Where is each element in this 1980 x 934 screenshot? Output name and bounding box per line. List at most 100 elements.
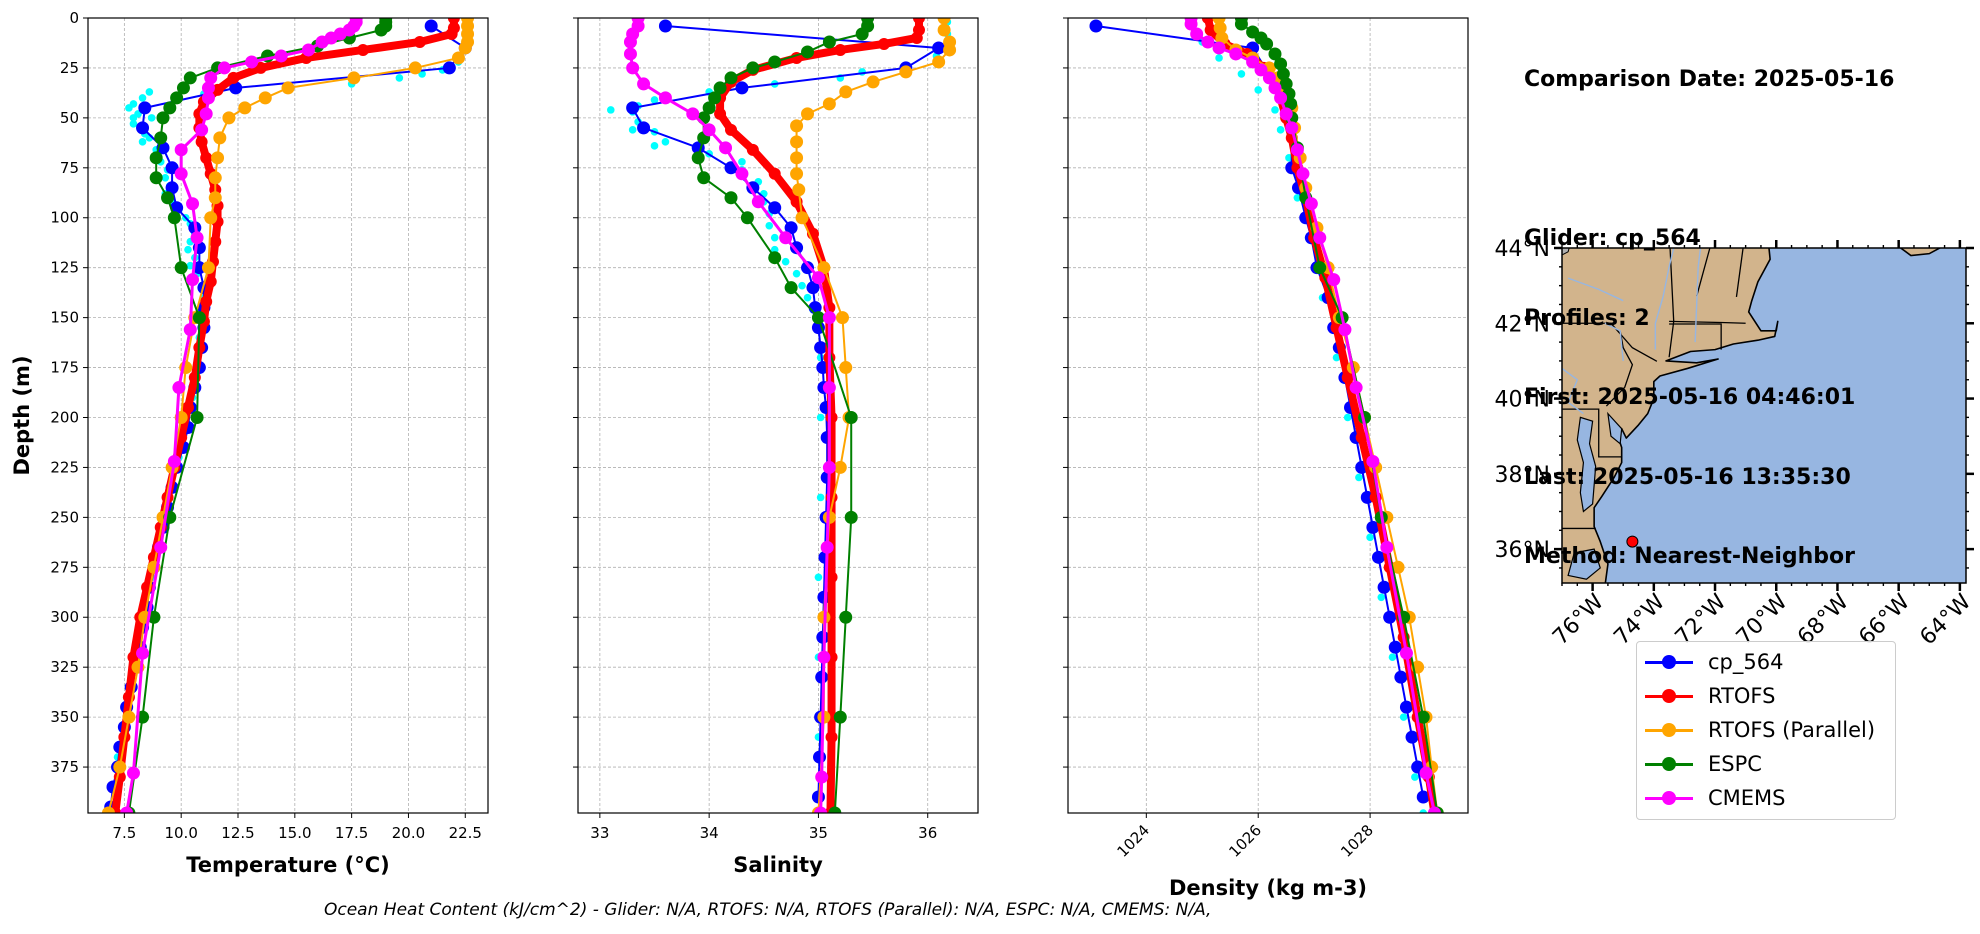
cp-564-marker: [768, 201, 782, 215]
cmems-marker: [1296, 167, 1310, 181]
cmems-marker: [626, 61, 640, 75]
river: [1604, 322, 1624, 361]
espc-marker: [170, 91, 184, 105]
cmems-marker: [702, 123, 716, 137]
glider-raw-point: [765, 221, 774, 230]
espc-marker: [768, 251, 782, 265]
cmems-marker: [1184, 18, 1198, 31]
espc-marker: [1284, 97, 1298, 111]
espc-marker: [844, 510, 858, 524]
espc-marker: [724, 71, 738, 85]
cmems-marker: [822, 311, 836, 325]
rtofs-marker: [204, 275, 217, 288]
cp-564-marker: [138, 101, 152, 115]
espc-marker: [192, 311, 206, 325]
glider-raw-point: [1419, 809, 1428, 813]
x-tick-label: 34: [700, 824, 719, 842]
y-tick-label: 125: [50, 259, 79, 277]
glider-raw-point: [1343, 413, 1352, 422]
cmems-marker: [1268, 81, 1282, 95]
y-tick-label: 300: [50, 608, 79, 626]
rtofs-marker: [182, 401, 194, 414]
cp-564-marker: [637, 121, 651, 135]
pamlico-sound: [1567, 548, 1601, 580]
cp-564-marker: [1394, 670, 1408, 684]
cmems-marker: [820, 540, 834, 554]
cmems-marker: [167, 454, 181, 468]
y-tick-label: 50: [60, 109, 79, 127]
glider-name: Glider: cp_564: [1524, 226, 1701, 251]
cp-564-marker: [1399, 700, 1413, 714]
cmems-marker: [301, 43, 315, 57]
state-border: [1696, 248, 1711, 297]
temperature-x-axis-label: Temperature (°C): [186, 853, 389, 877]
y-tick-label: 275: [50, 558, 79, 576]
last-time: Last: 2025-05-16 13:35:30: [1524, 464, 1851, 490]
state-border: [1669, 323, 1722, 350]
glider-raw-point: [792, 269, 801, 278]
rtofs-marker: [1201, 18, 1214, 24]
comparison-date: Comparison Date: 2025-05-16: [1524, 67, 1895, 92]
cp-564-marker: [1388, 640, 1402, 654]
glider-raw-point: [125, 104, 133, 112]
legend-label: ESPC: [1708, 752, 1762, 776]
cmems-marker: [686, 107, 700, 121]
y-axis-label: Depth (m): [10, 355, 34, 475]
rtofs-parallel-marker: [208, 171, 222, 185]
espc-marker: [697, 171, 711, 185]
cmems-marker: [719, 141, 733, 155]
rtofs-marker: [912, 18, 925, 24]
cmems-marker: [658, 91, 672, 105]
y-tick-label: 225: [50, 458, 79, 476]
salinity-series-group: [606, 18, 957, 813]
legend-marker: [1662, 689, 1676, 703]
legend-marker: [1662, 791, 1676, 805]
density-series-group: [1089, 18, 1444, 813]
glider-raw-point: [606, 106, 615, 114]
espc-line: [1240, 18, 1439, 813]
cmems-marker: [195, 123, 209, 137]
glider-raw-point: [661, 138, 670, 146]
cmems-marker: [186, 273, 200, 287]
river: [1562, 367, 1584, 415]
x-tick-label: 33: [590, 824, 609, 842]
x-tick-label: 22.5: [449, 824, 482, 842]
delaware-bay: [1607, 411, 1623, 445]
legend-item-rtofs: RTOFS: [1637, 681, 1895, 711]
cmems-marker: [154, 540, 168, 554]
land-polygon: [1562, 248, 1779, 583]
map-frame: [1561, 247, 1967, 584]
glider-raw-point: [129, 114, 138, 122]
cmems-marker: [174, 143, 188, 157]
glider-raw-point: [1332, 353, 1341, 362]
glider-raw-point: [650, 96, 659, 104]
map-lat-label: 44°N: [1495, 237, 1550, 262]
espc-marker: [784, 281, 798, 295]
espc-marker: [740, 211, 754, 225]
legend-label: RTOFS: [1708, 684, 1776, 708]
cp-564-line: [1095, 24, 1425, 798]
glider-raw-point: [1411, 773, 1419, 781]
map-lon-label: 76°W: [1548, 589, 1609, 650]
rtofs-parallel-marker: [822, 97, 836, 111]
legend: cp_564 RTOFS RTOFS (Parallel) ESPC CMEMS: [1636, 641, 1896, 820]
rtofs-marker: [725, 123, 738, 136]
cmems-marker: [315, 35, 329, 49]
espc-marker: [691, 151, 705, 165]
cp-564-marker: [801, 261, 815, 275]
cmems-marker: [1246, 55, 1260, 69]
rtofs-marker: [1341, 371, 1354, 384]
y-tick-label: 100: [50, 209, 79, 227]
espc-marker: [1279, 77, 1293, 91]
rtofs-parallel-marker: [839, 85, 853, 99]
cmems-marker: [1254, 63, 1268, 77]
glider-raw-point: [1388, 653, 1397, 661]
state-border: [1735, 248, 1744, 298]
rtofs-marker: [1355, 431, 1368, 444]
rtofs-parallel-marker: [801, 107, 815, 121]
cmems-marker: [1349, 381, 1363, 395]
glider-raw-point: [803, 293, 812, 302]
cp-564-marker: [1366, 520, 1380, 534]
espc-marker: [811, 311, 825, 325]
river: [1694, 248, 1702, 343]
